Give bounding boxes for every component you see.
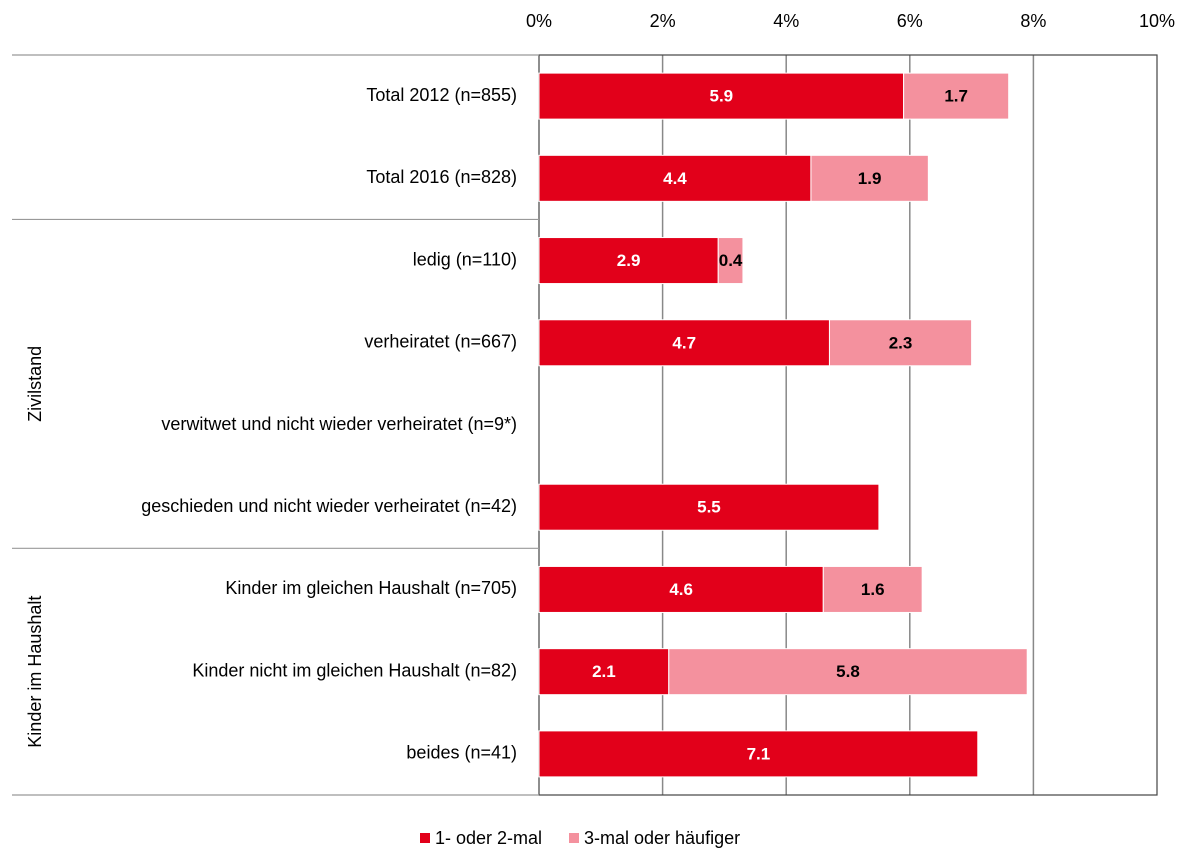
bar-segment xyxy=(717,237,744,285)
data-label: 5.5 xyxy=(697,498,721,517)
x-tick-label: 0% xyxy=(526,11,552,31)
data-label: 7.1 xyxy=(747,744,771,763)
legend-label: 3-mal oder häufiger xyxy=(584,828,740,848)
data-label: 0.4 xyxy=(719,251,743,270)
category-label: verheiratet (n=667) xyxy=(364,332,517,352)
x-tick-label: 10% xyxy=(1139,11,1175,31)
x-tick-label: 2% xyxy=(650,11,676,31)
category-label: geschieden und nicht wieder verheiratet … xyxy=(141,496,517,516)
data-label: 4.7 xyxy=(672,333,696,352)
bar-segment xyxy=(822,565,923,613)
bar-segment xyxy=(538,483,880,531)
category-label: Kinder nicht im gleichen Haushalt (n=82) xyxy=(192,660,517,680)
bar-segment xyxy=(538,319,830,367)
data-label: 5.9 xyxy=(709,87,733,106)
bar-segment xyxy=(903,72,1010,120)
category-label: beides (n=41) xyxy=(406,743,517,763)
data-label: 2.1 xyxy=(592,662,616,681)
bar-segment xyxy=(538,565,824,613)
legend-label: 1- oder 2-mal xyxy=(435,828,542,848)
group-label: Kinder im Haushalt xyxy=(25,596,45,748)
bar-segment xyxy=(538,648,670,696)
legend-swatch xyxy=(569,833,579,843)
data-label: 1.9 xyxy=(858,169,882,188)
bar-segment xyxy=(810,154,929,202)
category-label: Kinder im gleichen Haushalt (n=705) xyxy=(225,578,517,598)
data-label: 5.8 xyxy=(836,662,860,681)
data-label: 1.6 xyxy=(861,580,885,599)
data-label: 2.9 xyxy=(617,251,641,270)
bar-segment xyxy=(668,648,1028,696)
legend-swatch xyxy=(420,833,430,843)
group-label: Zivilstand xyxy=(25,346,45,422)
bar-segment xyxy=(538,154,812,202)
plot-frame xyxy=(538,54,1158,796)
data-label: 4.4 xyxy=(663,169,687,188)
bar-segment xyxy=(538,730,979,778)
data-label: 1.7 xyxy=(944,87,968,106)
category-label: verwitwet und nicht wieder verheiratet (… xyxy=(161,414,517,434)
x-tick-label: 8% xyxy=(1020,11,1046,31)
category-label: Total 2016 (n=828) xyxy=(366,167,517,187)
bar-segment xyxy=(828,319,973,367)
data-label: 2.3 xyxy=(889,333,913,352)
x-tick-label: 4% xyxy=(773,11,799,31)
bar-segment xyxy=(538,237,719,285)
x-tick-label: 6% xyxy=(897,11,923,31)
data-label: 4.6 xyxy=(669,580,693,599)
category-label: Total 2012 (n=855) xyxy=(366,85,517,105)
category-label: ledig (n=110) xyxy=(413,249,517,269)
bar-segment xyxy=(538,72,905,120)
